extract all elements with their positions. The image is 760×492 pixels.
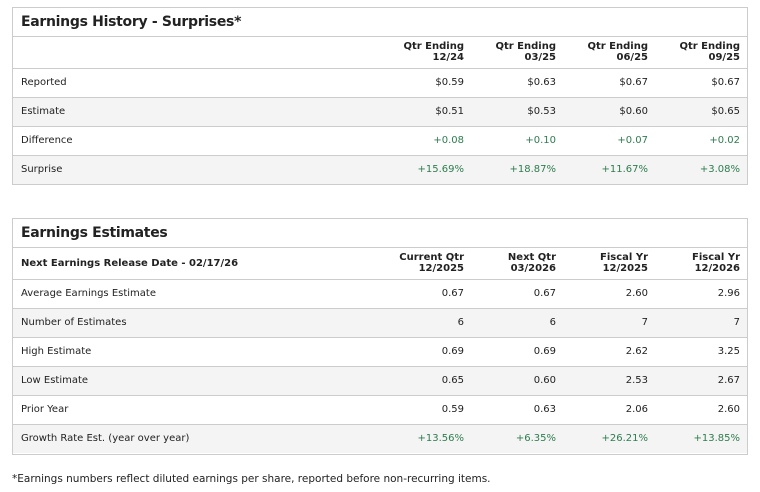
- column-header-line2: 03/2026: [510, 263, 556, 275]
- column-header-line2: 06/25: [616, 52, 648, 64]
- table-row: Surprise +15.69% +18.87% +11.67% +3.08%: [13, 155, 747, 184]
- column-header-line1: Qtr Ending: [679, 41, 740, 53]
- header-row: Qtr Ending 12/24 Qtr Ending 03/25 Qtr Ending…: [13, 37, 747, 68]
- earnings-estimates-panel: Earnings Estimates Next Earnings Release…: [12, 218, 748, 455]
- cell-value: 6: [457, 317, 464, 328]
- column-header: Next Qtr 03/2026: [471, 248, 563, 279]
- cell-value: +11.67%: [601, 164, 648, 176]
- column-header: Fiscal Yr 12/2026: [655, 248, 747, 279]
- column-header-line1: Current Qtr: [399, 252, 464, 264]
- column-header-line1: Fiscal Yr: [600, 252, 648, 264]
- column-header-line2: 12/2025: [602, 263, 648, 275]
- column-header: Qtr Ending 03/25: [471, 37, 563, 68]
- column-header: Qtr Ending 09/25: [655, 37, 747, 68]
- cell-value: $0.51: [435, 106, 464, 117]
- cell-value: $0.67: [711, 77, 740, 88]
- column-header-line2: 09/25: [708, 52, 740, 64]
- table-row: Difference +0.08 +0.10 +0.07 +0.02: [13, 126, 747, 155]
- cell-value: 0.65: [441, 375, 464, 386]
- cell-value: 2.53: [625, 375, 648, 386]
- column-header-line2: 03/25: [524, 52, 556, 64]
- cell-value: +0.07: [617, 135, 648, 146]
- cell-value: 3.25: [717, 346, 740, 357]
- table-row: Reported $0.59 $0.63 $0.67 $0.67: [13, 68, 747, 97]
- row-label: Reported: [21, 77, 67, 88]
- column-header: Current Qtr 12/2025: [379, 248, 471, 279]
- table-row: Average Earnings Estimate 0.67 0.67 2.60 2.9…: [13, 279, 747, 308]
- cell-value: +15.69%: [417, 164, 464, 176]
- cell-value: +0.10: [525, 135, 556, 146]
- cell-value: 6: [549, 317, 556, 328]
- row-label: Low Estimate: [21, 375, 89, 386]
- header-label: [13, 37, 379, 68]
- cell-value: 0.59: [441, 404, 464, 415]
- cell-value: +13.85%: [693, 433, 740, 445]
- earnings-estimates-title: Earnings Estimates: [13, 219, 747, 248]
- column-header: Qtr Ending 12/24: [379, 37, 471, 68]
- column-header-line1: Next Qtr: [507, 252, 556, 264]
- earnings-estimates-table: Next Earnings Release Date - 02/17/26 Cur…: [13, 248, 747, 453]
- cell-value: +18.87%: [509, 164, 556, 176]
- table-row: Estimate $0.51 $0.53 $0.60 $0.65: [13, 97, 747, 126]
- cell-value: +26.21%: [601, 433, 648, 445]
- column-header-line1: Fiscal Yr: [692, 252, 740, 264]
- cell-value: $0.63: [527, 77, 556, 88]
- cell-value: 7: [733, 317, 740, 328]
- header-row: Next Earnings Release Date - 02/17/26 Cur…: [13, 248, 747, 279]
- earnings-history-title: Earnings History - Surprises*: [13, 8, 747, 37]
- row-label: Number of Estimates: [21, 317, 127, 328]
- row-label: Estimate: [21, 106, 66, 117]
- cell-value: 2.60: [625, 288, 648, 299]
- cell-value: 2.62: [625, 346, 648, 357]
- footnote: *Earnings numbers reflect diluted earnin…: [12, 473, 491, 485]
- column-header-line1: Qtr Ending: [403, 41, 464, 53]
- cell-value: 0.60: [533, 375, 556, 386]
- cell-value: 0.67: [441, 288, 464, 299]
- column-header-line1: Qtr Ending: [495, 41, 556, 53]
- cell-value: 2.96: [717, 288, 740, 299]
- cell-value: 0.69: [533, 346, 556, 357]
- column-header: Fiscal Yr 12/2025: [563, 248, 655, 279]
- cell-value: 2.06: [625, 404, 648, 415]
- cell-value: +13.56%: [417, 433, 464, 445]
- header-label: Next Earnings Release Date - 02/17/26: [21, 257, 239, 269]
- cell-value: +3.08%: [699, 164, 740, 176]
- column-header-line2: 12/2025: [418, 263, 464, 275]
- row-label: Prior Year: [21, 404, 69, 415]
- cell-value: 0.63: [533, 404, 556, 415]
- row-label: High Estimate: [21, 346, 92, 357]
- row-label: Growth Rate Est. (year over year): [21, 433, 190, 445]
- cell-value: $0.59: [435, 77, 464, 88]
- column-header: Qtr Ending 06/25: [563, 37, 655, 68]
- earnings-history-panel: Earnings History - Surprises* Qtr Ending…: [12, 7, 748, 185]
- table-row: High Estimate 0.69 0.69 2.62 3.25: [13, 337, 747, 366]
- table-row: Growth Rate Est. (year over year) +13.56%…: [13, 424, 747, 453]
- cell-value: $0.60: [619, 106, 648, 117]
- cell-value: 2.60: [717, 404, 740, 415]
- table-row: Low Estimate 0.65 0.60 2.53 2.67: [13, 366, 747, 395]
- cell-value: 2.67: [717, 375, 740, 386]
- cell-value: 0.67: [533, 288, 556, 299]
- cell-value: $0.67: [619, 77, 648, 88]
- cell-value: +0.08: [433, 135, 464, 146]
- table-row: Prior Year 0.59 0.63 2.06 2.60: [13, 395, 747, 424]
- row-label: Surprise: [21, 164, 63, 176]
- cell-value: 0.69: [441, 346, 464, 357]
- cell-value: $0.65: [711, 106, 740, 117]
- cell-value: +6.35%: [515, 433, 556, 445]
- cell-value: 7: [641, 317, 648, 328]
- column-header-line2: 12/2026: [694, 263, 740, 275]
- row-label: Average Earnings Estimate: [21, 288, 156, 299]
- column-header-line1: Qtr Ending: [587, 41, 648, 53]
- column-header-line2: 12/24: [432, 52, 464, 64]
- earnings-history-table: Qtr Ending 12/24 Qtr Ending 03/25 Qtr Ending…: [13, 37, 747, 184]
- table-row: Number of Estimates 6 6 7 7: [13, 308, 747, 337]
- row-label: Difference: [21, 135, 73, 146]
- cell-value: +0.02: [709, 135, 740, 146]
- cell-value: $0.53: [527, 106, 556, 117]
